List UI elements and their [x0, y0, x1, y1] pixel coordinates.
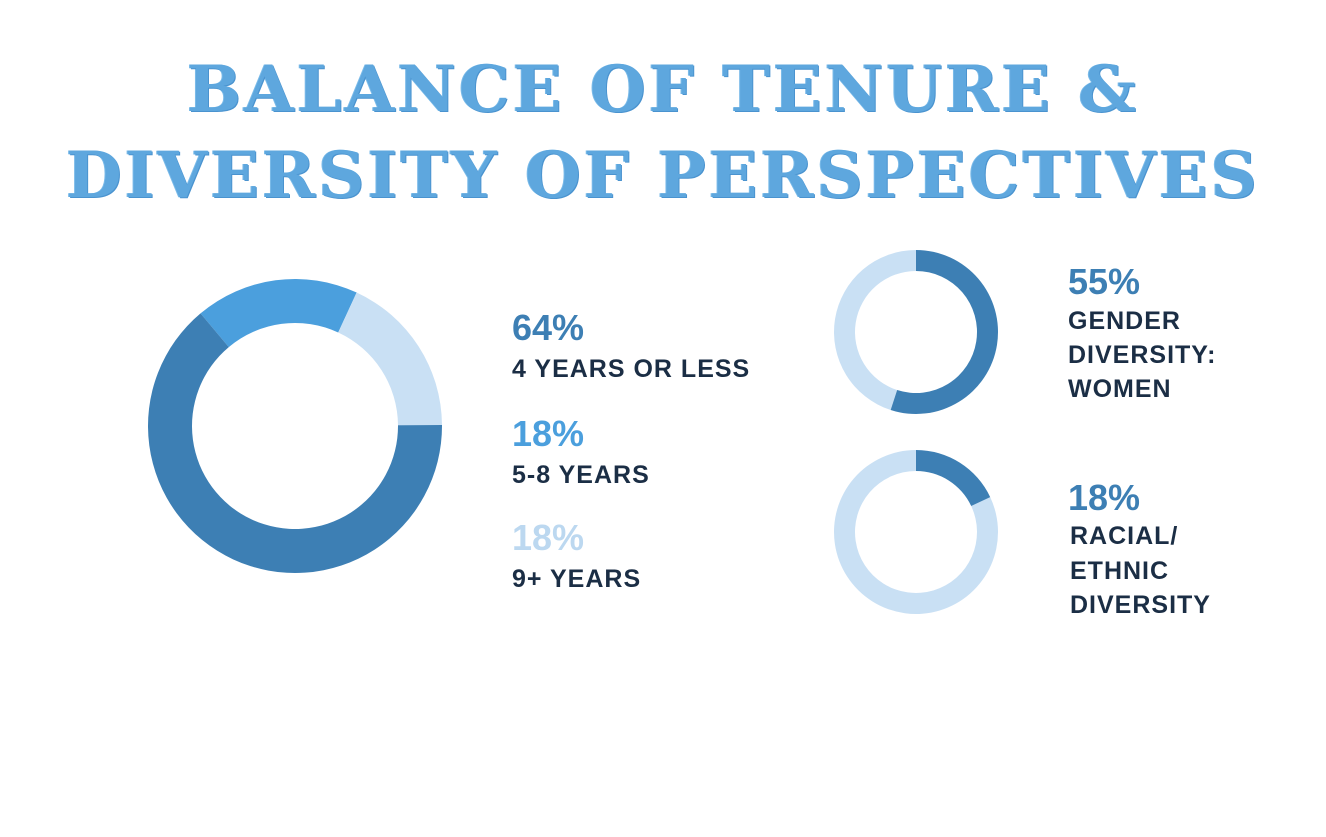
gender-value: 55%	[1068, 262, 1140, 302]
racial-ethnic-diversity-donut-chart	[832, 448, 1000, 616]
title-line-2: DIVERSITY OF PERSPECTIVES	[0, 136, 1326, 216]
title-line-1: BALANCE OF TENURE &	[0, 50, 1326, 130]
gender-diversity-donut-chart	[832, 248, 1000, 416]
tenure-label-3: 9+ YEARS	[512, 563, 641, 596]
tenure-value-3: 18%	[512, 518, 584, 558]
gender-label-line-2: DIVERSITY:	[1068, 339, 1216, 372]
tenure-label-1: 4 YEARS OR LESS	[512, 353, 750, 386]
tenure-value-2: 18%	[512, 414, 584, 454]
tenure-label-2: 5-8 YEARS	[512, 459, 650, 492]
tenure-value-1: 64%	[512, 308, 584, 348]
racial-label-line-2: ETHNIC	[1070, 555, 1169, 588]
tenure-slice-5-8-years	[201, 279, 357, 347]
gender-remainder	[834, 250, 916, 410]
racial-value: 18%	[1068, 478, 1140, 518]
racial-value-slice	[916, 450, 990, 506]
tenure-slice-9-plus-years	[338, 293, 442, 426]
gender-value-slice	[891, 250, 998, 414]
tenure-donut-chart	[145, 276, 445, 576]
gender-label-line-1: GENDER	[1068, 305, 1181, 338]
racial-label-line-3: DIVERSITY	[1070, 589, 1211, 622]
gender-label-line-3: WOMEN	[1068, 373, 1172, 406]
racial-label-line-1: RACIAL/	[1070, 520, 1178, 553]
